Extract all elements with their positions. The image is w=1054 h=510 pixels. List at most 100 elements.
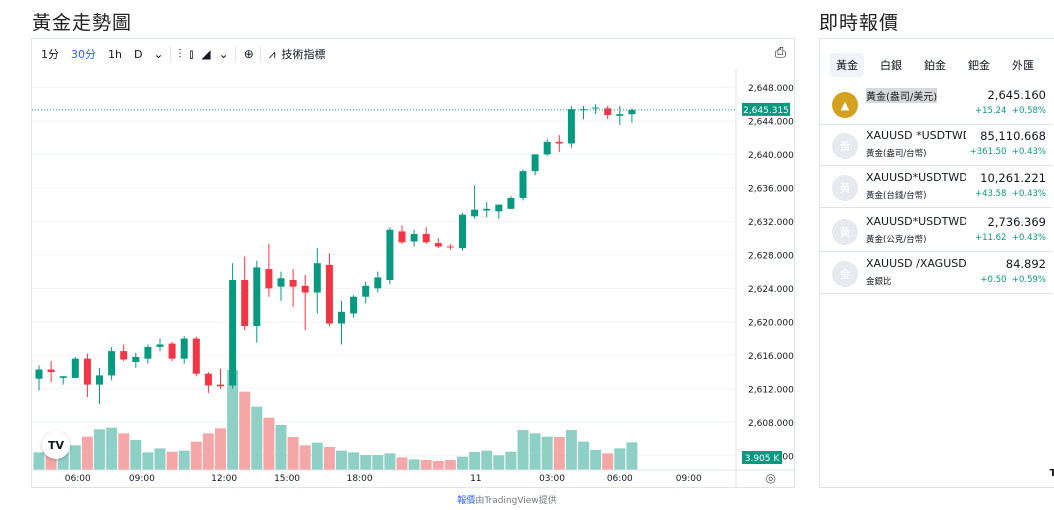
- candle-body: [71, 358, 79, 378]
- quote-change-pct: +0.43%: [1011, 147, 1046, 157]
- candle-body: [531, 154, 539, 172]
- y-tick-label: 2,644.000: [748, 117, 794, 127]
- candlestick-icon[interactable]: ⫾: [189, 46, 194, 61]
- candle-body: [555, 141, 563, 144]
- candle-body: [362, 285, 370, 297]
- tab-palladium[interactable]: 鈀金: [968, 59, 990, 72]
- volume-bar: [432, 461, 444, 470]
- tab-platinum[interactable]: 鉑金: [924, 59, 946, 72]
- interval-1h[interactable]: 1h: [108, 47, 122, 61]
- candle-body: [567, 109, 575, 144]
- quote-change: +43.58 +0.43%: [975, 189, 1046, 199]
- compare-add-icon[interactable]: ⊕: [243, 47, 254, 61]
- tab-gold[interactable]: 黃金: [830, 53, 864, 77]
- volume-bar: [106, 427, 118, 470]
- quote-change: +361.50 +0.43%: [970, 147, 1046, 157]
- volume-bar: [578, 441, 589, 470]
- candle-body: [108, 351, 116, 376]
- candle-body: [217, 384, 224, 387]
- x-tick-label: 03:00: [539, 474, 565, 484]
- quote-price: 85,110.668: [980, 129, 1046, 143]
- quotes-title: 即時報價: [819, 12, 900, 34]
- last-price-tag: [742, 102, 790, 116]
- x-tick-label: 06:00: [65, 474, 91, 484]
- quote-row[interactable]: 金 XAUUSD /XAGUSD 金銀比 84.892 +0.50 +0.59%: [820, 253, 1052, 294]
- volume-bar: [420, 460, 432, 470]
- quote-row[interactable]: 黃 XAUUSD*USDTWD/ 黃金(公克/台幣) 2,736.369 +11…: [820, 211, 1052, 252]
- candle-body: [192, 338, 200, 374]
- candle-body: [313, 263, 321, 293]
- quote-row[interactable]: ▲ 黃金(盎司/美元) 2,645.160 +15.24 +0.58%: [820, 84, 1052, 125]
- volume-bar: [602, 453, 614, 470]
- candle-body: [35, 369, 43, 379]
- volume-bar: [202, 433, 214, 470]
- volume-bar: [251, 406, 263, 470]
- tab-forex[interactable]: 外匯: [1012, 59, 1034, 72]
- chevron-down-icon[interactable]: ⌄: [153, 47, 164, 61]
- quote-name: 黃金(盎司/台幣): [866, 149, 927, 159]
- volume-bar: [57, 452, 69, 470]
- candle-body: [543, 141, 551, 155]
- bar-chart-icon[interactable]: ⫶: [178, 46, 182, 61]
- volume-bar: [287, 437, 299, 470]
- candle-body: [471, 209, 479, 217]
- candle-body: [519, 171, 527, 198]
- x-tick-label: 09:00: [129, 474, 155, 484]
- quote-symbol: XAUUSD*USDTWD/: [866, 171, 966, 184]
- volume-bar: [444, 460, 456, 470]
- candle-body: [350, 296, 358, 314]
- credit-brand[interactable]: 由TradingView提供: [475, 496, 557, 506]
- candle-body: [483, 208, 491, 211]
- indicators-button[interactable]: 技術指標: [281, 48, 326, 61]
- symbol-icon: 黃: [832, 219, 858, 245]
- settings-icon[interactable]: ◎: [765, 471, 776, 485]
- quotes-widget: 黃金 白銀 鉑金 鈀金 外匯 ▲ 黃金(盎司/美元) 2,645.160 +15…: [819, 38, 1054, 488]
- toolbar-divider: [234, 46, 236, 62]
- x-tick-label: 11: [470, 474, 481, 484]
- candle-body: [144, 346, 152, 359]
- volume-bar: [590, 450, 602, 470]
- quote-change: +11.62 +0.43%: [975, 233, 1046, 243]
- interval-30m[interactable]: 30分: [71, 48, 96, 61]
- chart-toolbar: 1分 30分 1h D ⌄ ⫶ ⫾ ◢ ⌄ ⊕ ⩘ 技術指標 ⎙: [32, 39, 794, 69]
- chart-widget[interactable]: 1分 30分 1h D ⌄ ⫶ ⫾ ◢ ⌄ ⊕ ⩘ 技術指標 ⎙ 2,648.0…: [31, 38, 795, 488]
- candle-body: [580, 109, 587, 111]
- credit-prefix[interactable]: 報價: [457, 496, 476, 506]
- volume-bar: [33, 452, 45, 470]
- candle-body: [325, 264, 333, 324]
- quote-change-pct: +0.43%: [1011, 189, 1046, 199]
- interval-1d[interactable]: D: [133, 47, 143, 61]
- camera-icon[interactable]: ⎙: [774, 45, 786, 61]
- candle-body: [241, 279, 249, 327]
- volume-bar: [505, 451, 517, 470]
- volume-bar: [565, 430, 577, 470]
- quote-change-pct: +0.43%: [1011, 233, 1046, 243]
- candle-body: [59, 376, 67, 378]
- candle-body: [495, 204, 503, 212]
- quote-price: 2,736.369: [987, 215, 1046, 229]
- candle-body: [616, 114, 624, 116]
- interval-1m[interactable]: 1分: [41, 48, 59, 61]
- price-chart[interactable]: 2,648.000 2,644.000 2,640.000 2,636.000 2,63…: [32, 39, 794, 487]
- volume-bar: [311, 442, 323, 470]
- candle-body: [446, 246, 454, 248]
- indicators-icon[interactable]: ⩘: [268, 46, 276, 61]
- tradingview-logo-icon[interactable]: TV: [42, 431, 70, 459]
- area-chart-icon[interactable]: ◢: [201, 47, 211, 61]
- candle-body: [507, 197, 515, 209]
- quote-row[interactable]: 黃 XAUUSD*USDTWD/ 黃金(台錢/台幣) 10,261.221 +4…: [820, 167, 1052, 208]
- y-tick-label: 2,612.000: [748, 385, 794, 395]
- candle-body: [83, 358, 91, 385]
- y-tick-label: 2,608.000: [748, 419, 794, 429]
- volume-bar: [396, 457, 408, 470]
- y-tick-label: 2,632.000: [748, 218, 794, 228]
- quote-name: 黃金(公克/台幣): [866, 235, 927, 245]
- candle-body: [398, 231, 406, 243]
- candle-body: [604, 108, 612, 116]
- quote-change: +15.24 +0.58%: [975, 106, 1046, 116]
- chevron-down-icon[interactable]: ⌄: [218, 47, 229, 61]
- quote-row[interactable]: 黃 XAUUSD *USDTWD 黃金(盎司/台幣) 85,110.668 +3…: [820, 125, 1052, 166]
- tab-silver[interactable]: 白銀: [880, 59, 902, 72]
- quote-price: 2,645.160: [987, 88, 1046, 102]
- tradingview-logo-icon[interactable]: TV: [1049, 468, 1054, 479]
